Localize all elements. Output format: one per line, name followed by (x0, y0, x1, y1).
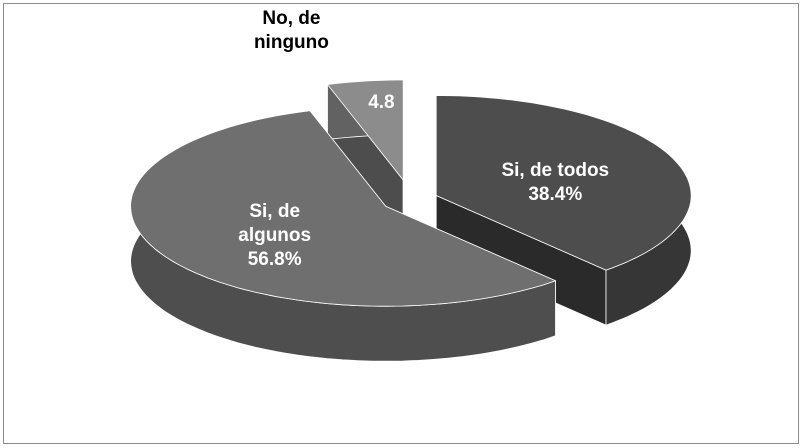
category-label: Si, de todos (501, 159, 610, 181)
value-label: 4.8 (368, 91, 395, 113)
slice-top (327, 79, 404, 181)
category-label: No, de ninguno (253, 7, 329, 53)
slice-top (435, 95, 692, 271)
category-label: Si, de algunos (238, 200, 312, 246)
slice (327, 79, 404, 236)
value-label: 38.4% (528, 183, 583, 205)
slice (435, 95, 692, 326)
slice-top (130, 110, 556, 307)
slice-label: Si, de todos 38.4% (485, 159, 625, 207)
slice (130, 110, 556, 362)
slice-label: Si, de algunos 56.8% (230, 200, 320, 272)
value-label: 56.8% (247, 248, 302, 270)
